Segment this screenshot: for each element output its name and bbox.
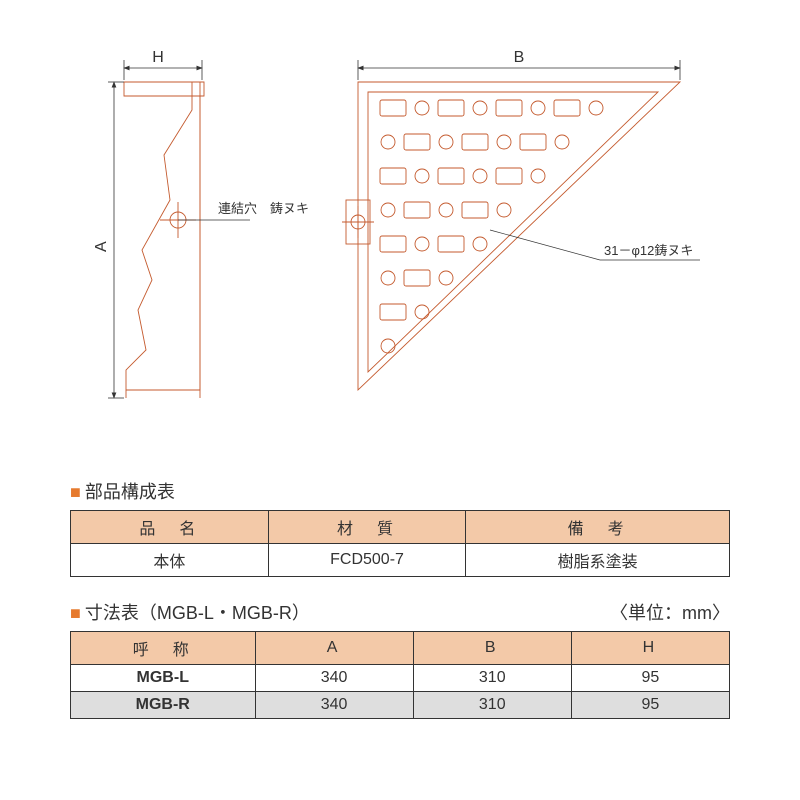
table-cell: 本体 <box>71 544 269 577</box>
table-row: MGB-L34031095 <box>71 665 730 692</box>
technical-drawing: H 連結穴 鋳ヌキ A <box>80 30 720 430</box>
table-header: B <box>413 632 571 665</box>
table-cell: 95 <box>571 692 729 719</box>
table-cell: 310 <box>413 665 571 692</box>
table-header: 備 考 <box>466 511 730 544</box>
table-header: H <box>571 632 729 665</box>
table-header: 品 名 <box>71 511 269 544</box>
parts-title-text: 部品構成表 <box>85 482 175 502</box>
dim-a-label: A <box>93 241 110 252</box>
table-cell: 340 <box>255 692 413 719</box>
bullet-icon: ■ <box>70 603 81 623</box>
bullet-icon: ■ <box>70 482 81 502</box>
table-row: MGB-R34031095 <box>71 692 730 719</box>
table-row: 本体FCD500-7樹脂系塗装 <box>71 544 730 577</box>
connection-hole-label: 連結穴 鋳ヌキ <box>218 201 309 216</box>
dim-table-title: ■寸法表（MGB-L・MGB-R） <box>70 599 310 625</box>
table-header: 材 質 <box>268 511 466 544</box>
table-cell: MGB-R <box>71 692 256 719</box>
table-cell: 340 <box>255 665 413 692</box>
tables-region: ■部品構成表 品 名材 質備 考本体FCD500-7樹脂系塗装 ■寸法表（MGB… <box>70 470 730 733</box>
table-cell: 樹脂系塗装 <box>466 544 730 577</box>
table-cell: 95 <box>571 665 729 692</box>
table-header: 呼 称 <box>71 632 256 665</box>
parts-table-title: ■部品構成表 <box>70 478 730 504</box>
unit-label: 〈単位：mm〉 <box>610 599 730 625</box>
dim-b-label: B <box>514 49 525 66</box>
top-view: B 31－φ12鋳ヌキ <box>342 49 700 390</box>
table-header: A <box>255 632 413 665</box>
parts-composition-table: 品 名材 質備 考本体FCD500-7樹脂系塗装 <box>70 510 730 577</box>
dim-h-label: H <box>152 49 164 66</box>
dim-title-text: 寸法表（MGB-L・MGB-R） <box>85 603 310 623</box>
table-cell: FCD500-7 <box>268 544 466 577</box>
hole-spec-label: 31－φ12鋳ヌキ <box>604 243 693 258</box>
drawing-svg: H 連結穴 鋳ヌキ A <box>80 30 720 430</box>
table-cell: MGB-L <box>71 665 256 692</box>
dimension-table: 呼 称ABHMGB-L34031095MGB-R34031095 <box>70 631 730 719</box>
table-cell: 310 <box>413 692 571 719</box>
side-view: H 連結穴 鋳ヌキ A <box>93 49 309 398</box>
